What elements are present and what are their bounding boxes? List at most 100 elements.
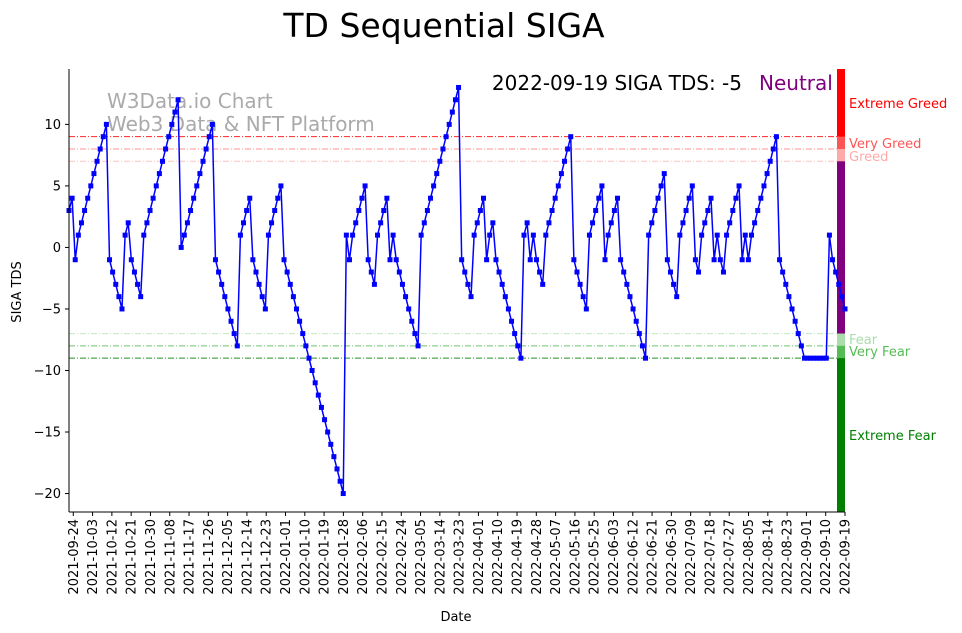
data-point bbox=[200, 158, 206, 164]
data-point bbox=[343, 232, 349, 238]
data-point bbox=[393, 257, 399, 263]
data-point bbox=[82, 208, 88, 214]
x-axis-label: Date bbox=[440, 610, 471, 625]
y-tick-label: −20 bbox=[34, 487, 61, 502]
data-point bbox=[222, 294, 228, 300]
data-point bbox=[100, 134, 106, 140]
data-point bbox=[562, 158, 568, 164]
data-point bbox=[315, 392, 321, 398]
data-point bbox=[633, 318, 639, 324]
extreme-fear-bar bbox=[837, 358, 845, 512]
data-point bbox=[216, 269, 222, 275]
data-point bbox=[303, 343, 309, 349]
data-point bbox=[231, 331, 237, 337]
data-point bbox=[150, 195, 156, 201]
data-point bbox=[801, 355, 807, 361]
data-point bbox=[487, 232, 493, 238]
data-point bbox=[811, 355, 817, 361]
data-point bbox=[767, 158, 773, 164]
data-point bbox=[256, 281, 262, 287]
x-tick-label: 2022-05-25 bbox=[588, 519, 603, 595]
axes bbox=[68, 69, 845, 513]
data-point bbox=[664, 257, 670, 263]
data-point bbox=[449, 109, 455, 115]
greed-bar bbox=[837, 148, 845, 162]
x-tick-label: 2021-10-03 bbox=[86, 519, 101, 595]
data-point bbox=[783, 281, 789, 287]
data-point bbox=[356, 208, 362, 214]
data-point bbox=[153, 183, 159, 189]
data-point bbox=[518, 355, 524, 361]
data-point bbox=[206, 134, 212, 140]
data-point bbox=[237, 232, 243, 238]
neutral-bar bbox=[837, 161, 845, 334]
x-tick-label: 2022-01-19 bbox=[318, 519, 333, 595]
data-point bbox=[720, 269, 726, 275]
data-point bbox=[468, 294, 474, 300]
data-point bbox=[805, 355, 811, 361]
x-tick-label: 2021-10-12 bbox=[105, 519, 120, 595]
data-point bbox=[708, 195, 714, 201]
data-point bbox=[568, 134, 574, 140]
data-point bbox=[836, 281, 842, 287]
x-tick-label: 2022-04-28 bbox=[530, 519, 545, 595]
data-point bbox=[234, 343, 240, 349]
data-point bbox=[325, 429, 331, 435]
data-point bbox=[465, 281, 471, 287]
data-point bbox=[652, 208, 658, 214]
data-point bbox=[421, 220, 427, 226]
data-point bbox=[353, 220, 359, 226]
data-point bbox=[191, 195, 197, 201]
x-tick-label: 2022-09-10 bbox=[819, 519, 834, 595]
data-point bbox=[624, 281, 630, 287]
data-point bbox=[555, 183, 561, 189]
data-point bbox=[337, 478, 343, 484]
data-point bbox=[820, 355, 826, 361]
data-point bbox=[755, 208, 761, 214]
data-point bbox=[378, 220, 384, 226]
data-point bbox=[284, 269, 290, 275]
data-point bbox=[546, 220, 552, 226]
data-point bbox=[228, 318, 234, 324]
data-point bbox=[692, 257, 698, 263]
data-point bbox=[297, 318, 303, 324]
y-axis-label: SIGA TDS bbox=[10, 261, 25, 322]
data-point bbox=[166, 134, 172, 140]
x-tick-label: 2022-05-07 bbox=[549, 519, 564, 595]
data-point bbox=[705, 208, 711, 214]
data-point bbox=[437, 158, 443, 164]
data-point bbox=[334, 466, 340, 472]
data-point bbox=[346, 257, 352, 263]
data-point bbox=[521, 232, 527, 238]
data-point bbox=[677, 232, 683, 238]
data-point bbox=[250, 257, 256, 263]
data-point bbox=[85, 195, 91, 201]
data-point bbox=[543, 232, 549, 238]
data-point bbox=[689, 183, 695, 189]
data-point bbox=[175, 97, 181, 103]
x-tick-label: 2022-02-24 bbox=[395, 519, 410, 595]
x-tick-label: 2021-12-05 bbox=[221, 519, 236, 595]
data-point bbox=[113, 281, 119, 287]
data-point bbox=[580, 294, 586, 300]
data-point bbox=[399, 281, 405, 287]
data-point bbox=[696, 269, 702, 275]
data-point bbox=[599, 183, 605, 189]
data-point bbox=[387, 257, 393, 263]
data-point bbox=[761, 183, 767, 189]
data-point bbox=[138, 294, 144, 300]
chart-title: TD Sequential SIGA bbox=[282, 6, 605, 45]
data-point bbox=[72, 257, 78, 263]
data-point bbox=[493, 257, 499, 263]
data-point bbox=[294, 306, 300, 312]
data-point bbox=[742, 232, 748, 238]
data-point bbox=[786, 294, 792, 300]
data-point bbox=[375, 232, 381, 238]
zone-label: Greed bbox=[849, 150, 888, 165]
data-point bbox=[574, 269, 580, 275]
data-point bbox=[247, 195, 253, 201]
data-point bbox=[178, 244, 184, 250]
data-point bbox=[795, 331, 801, 337]
